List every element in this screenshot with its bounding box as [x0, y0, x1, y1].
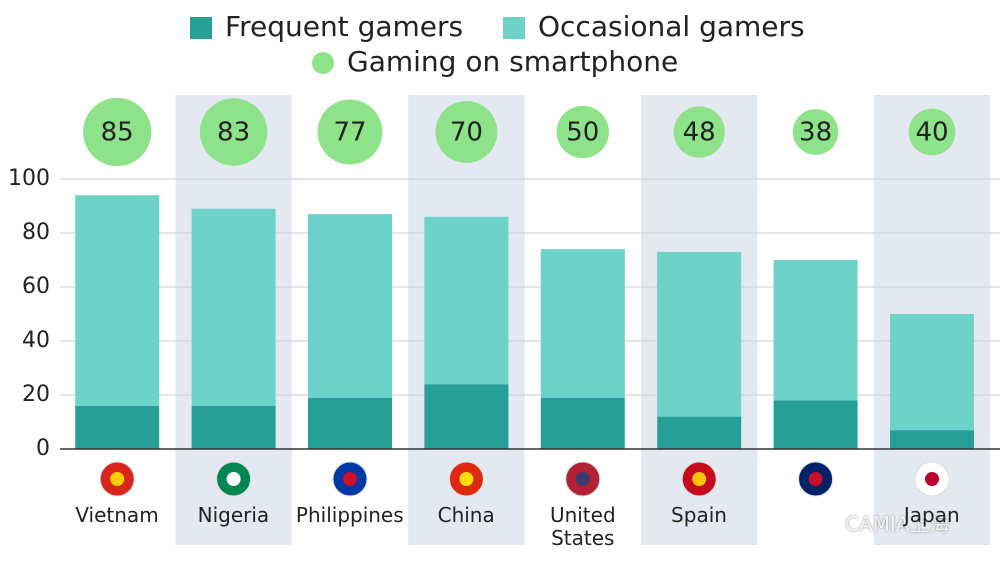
bubble	[908, 108, 956, 156]
bar	[773, 400, 858, 449]
flag-detail	[343, 472, 357, 486]
x-tick-label: China	[437, 503, 495, 527]
bar	[424, 384, 509, 449]
legend-swatch	[190, 17, 212, 39]
y-tick-label: 80	[22, 220, 50, 245]
bubble-label: 70	[450, 118, 483, 148]
y-tick-label: 100	[8, 166, 50, 191]
y-tick-label: 40	[22, 328, 50, 353]
flag-detail	[110, 472, 125, 486]
y-tick-label: 60	[22, 274, 50, 299]
bar	[75, 195, 160, 406]
flag-detail	[459, 472, 474, 486]
bubble	[83, 97, 152, 167]
x-tick-label: Philippines	[295, 503, 404, 527]
x-tick-label: Japan	[903, 503, 960, 527]
flag-detail	[226, 472, 241, 486]
bubble-label: 50	[566, 118, 599, 148]
bar	[773, 260, 858, 401]
bubble-label: 38	[799, 118, 832, 148]
bar	[424, 216, 509, 385]
bubble	[317, 99, 383, 165]
bubble	[792, 109, 839, 155]
x-tick-label: United States	[549, 503, 616, 550]
legend-swatch	[503, 17, 525, 39]
flag-detail	[808, 472, 823, 486]
flag-detail	[692, 472, 707, 486]
bar	[890, 314, 974, 431]
flag-detail	[925, 472, 939, 486]
bar	[191, 405, 276, 449]
bar	[75, 405, 160, 449]
bar	[308, 214, 392, 398]
bar	[191, 208, 276, 406]
y-tick-label: 0	[36, 436, 50, 461]
legend-swatch	[312, 52, 334, 74]
y-tick-label: 20	[22, 382, 50, 407]
bubble-label: 77	[333, 118, 366, 148]
legend-label: Occasional gamers	[538, 10, 805, 43]
legend-label: Frequent gamers	[225, 10, 463, 43]
flag-detail	[575, 472, 590, 486]
bar	[540, 397, 625, 449]
x-tick-label: Nigeria	[197, 503, 270, 527]
bubble-label: 40	[915, 118, 948, 148]
bar	[657, 251, 742, 417]
bubble	[673, 106, 725, 158]
legend-label: Gaming on smartphone	[347, 45, 678, 78]
bar	[890, 430, 974, 449]
bubble	[199, 98, 268, 166]
bubble-label: 83	[217, 118, 250, 148]
bubble	[435, 101, 498, 163]
bubble-label: 85	[101, 118, 134, 148]
x-tick-label: Spain	[671, 503, 727, 527]
bar	[540, 249, 625, 398]
bubble-label: 48	[683, 118, 716, 148]
bar	[308, 397, 392, 449]
bar	[657, 416, 742, 449]
watermark: CAMIA上海	[845, 512, 950, 536]
x-tick-label: Vietnam	[75, 503, 159, 527]
bubble	[556, 105, 609, 159]
